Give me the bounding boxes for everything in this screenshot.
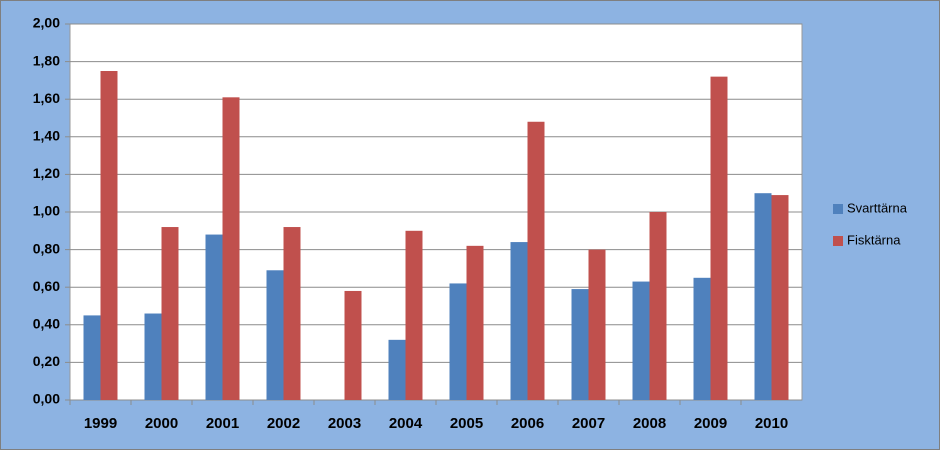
y-tick-label: 1,40 xyxy=(33,128,60,144)
y-tick-label: 0,80 xyxy=(33,240,60,256)
legend-swatch xyxy=(833,236,843,246)
x-tick-label: 2007 xyxy=(572,415,605,432)
y-tick-label: 1,20 xyxy=(33,165,60,181)
bar xyxy=(222,97,240,400)
bar xyxy=(100,71,118,400)
y-tick-label: 0,00 xyxy=(33,391,60,407)
x-tick-label: 2008 xyxy=(633,415,666,432)
x-tick-label: 2001 xyxy=(206,415,239,432)
bar xyxy=(344,290,362,400)
x-tick-label: 2002 xyxy=(267,415,300,432)
x-tick-label: 2010 xyxy=(755,415,788,432)
x-tick-label: 2009 xyxy=(694,415,727,432)
bar xyxy=(632,281,650,400)
bar xyxy=(771,195,789,400)
x-tick-label: 1999 xyxy=(84,415,117,432)
x-tick-label: 2004 xyxy=(389,415,423,432)
bar xyxy=(527,121,545,400)
bar xyxy=(466,245,484,400)
bar xyxy=(510,242,528,400)
legend-label: Fisktärna xyxy=(847,232,901,247)
bar xyxy=(405,230,423,400)
bar xyxy=(449,283,467,400)
y-tick-label: 2,00 xyxy=(33,15,60,31)
bar xyxy=(571,289,589,400)
bar xyxy=(283,227,301,400)
legend-swatch xyxy=(833,204,843,214)
y-tick-label: 1,00 xyxy=(33,203,60,219)
y-tick-label: 0,20 xyxy=(33,353,60,369)
x-tick-label: 2000 xyxy=(145,415,178,432)
bar xyxy=(161,227,179,400)
bar xyxy=(693,277,711,400)
bar xyxy=(710,76,728,400)
bar xyxy=(754,193,772,400)
bar xyxy=(388,339,406,400)
y-tick-label: 1,80 xyxy=(33,52,60,68)
y-tick-label: 0,60 xyxy=(33,278,60,294)
bar xyxy=(649,212,667,400)
bar xyxy=(588,249,606,400)
bar xyxy=(144,313,162,400)
x-tick-label: 2005 xyxy=(450,415,483,432)
x-tick-label: 2006 xyxy=(511,415,544,432)
y-tick-label: 1,60 xyxy=(33,90,60,106)
legend-label: Svarttärna xyxy=(847,200,908,215)
y-tick-label: 0,40 xyxy=(33,316,60,332)
x-tick-label: 2003 xyxy=(328,415,361,432)
bar xyxy=(266,270,284,400)
bar xyxy=(83,315,101,400)
bar xyxy=(205,234,223,400)
